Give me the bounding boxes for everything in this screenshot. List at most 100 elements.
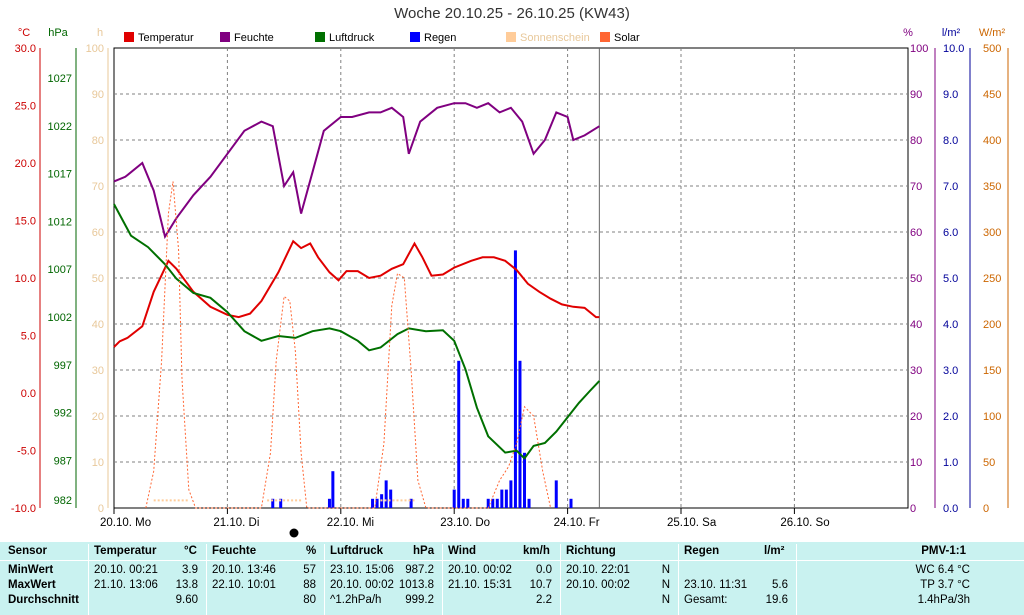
press-max-time: 20.10. 00:02 [330,579,394,591]
rain-bar [509,480,513,508]
sunshine-axis-tick: 0 [98,503,104,515]
legend-label: Solar [614,32,640,44]
row-label-avg: Durchschnitt [8,594,79,606]
rain-axis-tick: 4.0 [943,319,958,331]
temp-avg-value: 9.60 [175,594,198,606]
column-divider [324,544,325,615]
solar-axis-tick: 50 [983,457,995,469]
humidity-axis-tick: 20 [910,411,922,423]
dir-max-time: 20.10. 00:02 [566,579,630,591]
stats-table: Sensor MinWert MaxWert Durchschnitt Temp… [0,542,1024,615]
hum-avg-value: 80 [303,594,316,606]
rain-unit-label: l/m² [942,27,961,39]
temp-axis-tick: 0.0 [21,388,36,400]
press-min-time: 23.10. 15:06 [330,564,394,576]
pressure-axis-tick: 1027 [48,73,72,85]
rain-bar [569,498,573,508]
rain-bar [331,471,335,508]
hum-header: Feuchte [212,545,257,557]
hum-min-value: 57 [303,564,316,576]
humidity-axis-tick: 80 [910,135,922,147]
legend-label: Regen [424,32,456,44]
wind-max-time: 21.10. 15:31 [448,579,512,591]
humidity-axis-tick: 40 [910,319,922,331]
rain-bar [500,489,504,508]
pressure-axis-tick: 987 [54,455,72,467]
wind-min-time: 20.10. 00:02 [448,564,512,576]
dir-avg-value: N [661,594,670,606]
legend-swatch [600,32,610,42]
rain-axis-tick: 2.0 [943,411,958,423]
rain-total-label: Gesamt: [684,594,728,606]
pressure-axis-tick: 1022 [48,121,72,133]
sunshine-axis-tick: 50 [92,273,104,285]
pmv-pressure-trend: 1.4hPa/3h [917,594,970,606]
temp-axis-tick: 5.0 [21,331,36,343]
press-header: Luftdruck [330,545,384,557]
pressure-axis-tick: 1017 [48,169,72,181]
temp-axis-tick: 15.0 [15,216,36,228]
temp-axis-tick: -5.0 [17,446,36,458]
row-label-max: MaxWert [8,579,56,591]
pressure-axis-tick: 1012 [48,216,72,228]
humidity-axis-tick: 60 [910,227,922,239]
press-max-value: 1013.8 [398,579,434,591]
rain-bar [375,498,379,508]
legend-swatch [506,32,516,42]
rain-total-value: 19.6 [765,594,788,606]
sunshine-axis-tick: 30 [92,365,104,377]
rain-bar [461,498,465,508]
rain-bar [457,360,461,508]
dir-min-value: N [661,564,670,576]
pressure-axis-tick: 982 [54,495,72,507]
wind-header: Wind [448,545,476,557]
rain-bar [271,498,275,508]
hum-max-time: 22.10. 10:01 [212,579,276,591]
temp-axis-tick: 20.0 [15,158,36,170]
x-tick-label: 23.10. Do [440,517,490,529]
rain-header: Regen [684,545,720,557]
rain-axis-tick: 8.0 [943,135,958,147]
press-unit: hPa [413,545,435,557]
solar-axis-tick: 400 [983,135,1001,147]
sunshine-axis-tick: 10 [92,457,104,469]
legend-label: Sonnenschein [520,32,590,44]
temp-axis-tick: -10.0 [11,503,36,515]
x-tick-label: 25.10. Sa [667,517,717,529]
wind-min-value: 0.0 [536,564,552,576]
humidity-axis-tick: 70 [910,181,922,193]
x-tick-label: 21.10. Di [213,517,259,529]
temp-max-time: 21.10. 13:06 [94,579,158,591]
rain-bar [327,498,331,508]
x-tick-label: 22.10. Mi [327,517,374,529]
column-divider [88,544,89,615]
rain-axis-tick: 5.0 [943,273,958,285]
press-avg-value: 999.2 [405,594,434,606]
sunshine-axis-tick: 100 [86,43,104,55]
rain-bar [452,489,456,508]
humidity-axis-tick: 10 [910,457,922,469]
solar-axis-tick: 450 [983,89,1001,101]
solar-axis-tick: 500 [983,43,1001,55]
rain-bar [279,498,283,508]
temp-unit: °C [184,545,197,557]
rain-bar [389,489,393,508]
press-trend: ^1.2hPa/h [330,594,382,606]
hum-unit: % [306,545,317,557]
rain-axis-tick: 1.0 [943,457,958,469]
legend-swatch [124,32,134,42]
x-tick-label: 20.10. Mo [100,517,151,529]
dir-min-time: 20.10. 22:01 [566,564,630,576]
sunshine-axis-tick: 70 [92,181,104,193]
legend-label: Luftdruck [329,32,375,44]
solar-axis-tick: 300 [983,227,1001,239]
sunshine-axis-tick: 40 [92,319,104,331]
row-label-min: MinWert [8,564,54,576]
column-divider [206,544,207,615]
temp-axis-tick: 30.0 [15,43,36,55]
sunshine-axis-tick: 90 [92,89,104,101]
dir-header: Richtung [566,545,616,557]
x-tick-label: 26.10. So [780,517,829,529]
rain-bar [518,360,522,508]
column-divider [442,544,443,615]
